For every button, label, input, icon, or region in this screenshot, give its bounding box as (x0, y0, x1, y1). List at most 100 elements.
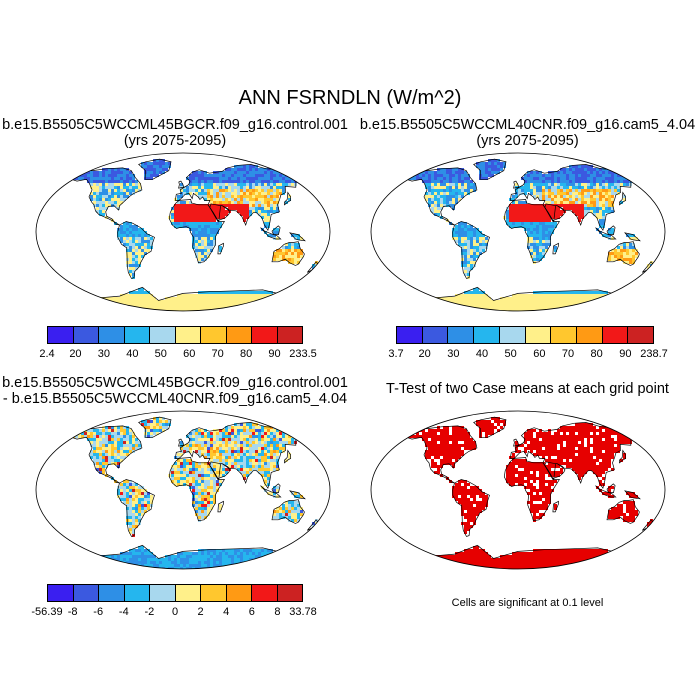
colorbar-label: -56.39 (31, 606, 63, 618)
colorbar-label: 3.7 (388, 348, 404, 360)
map-panel2 (370, 152, 666, 312)
coastline-australia (606, 499, 640, 524)
coastline-japan (619, 191, 627, 206)
colorbar-swatch (226, 585, 252, 601)
colorbar-swatch (99, 585, 125, 601)
colorbar-label: 40 (475, 348, 489, 360)
colorbar-swatch (277, 585, 302, 601)
colorbar-label: 70 (561, 348, 575, 360)
coastline-australia (271, 499, 305, 524)
colorbar-label: 238.7 (640, 348, 668, 360)
coastline-japan (619, 449, 627, 464)
colorbar-label: 90 (268, 348, 281, 360)
colorbar-label: 80 (239, 348, 253, 360)
colorbar-label: 50 (504, 348, 517, 360)
map-frame (370, 152, 666, 312)
coastline-uk (513, 180, 520, 189)
colorbar-swatch (150, 327, 176, 343)
coastline-newguinea (289, 490, 306, 500)
coastline-indonesia (595, 227, 617, 240)
coastline-newguinea (624, 490, 641, 500)
colorbar-swatch (551, 327, 577, 343)
colorbar-label: 2.4 (39, 348, 55, 360)
coastline-indonesia (595, 485, 617, 498)
coastline-japan (284, 191, 292, 206)
colorbar-swatch (48, 327, 74, 343)
colorbar-swatch (73, 585, 99, 601)
colorbar-label: 90 (619, 348, 632, 360)
colorbar-panel2 (396, 326, 654, 344)
colorbar-label: 6 (248, 606, 255, 618)
panel4-title: T-Test of two Case means at each grid po… (386, 381, 669, 397)
coastline-arabia (544, 461, 566, 480)
coastline-eurasia (509, 422, 640, 490)
colorbar-swatch (124, 327, 150, 343)
colorbar-label: 60 (183, 348, 196, 360)
coastline-uk (178, 438, 185, 447)
colorbar-swatch (576, 327, 603, 343)
colorbar-swatch (397, 327, 423, 343)
coastline-africa (503, 457, 561, 522)
panel3-title: b.e15.B5505C5WCCML45BGCR.f09_g16.control… (2, 375, 348, 391)
colorbar-swatch (150, 585, 176, 601)
coastline-madagascar (217, 242, 224, 255)
colorbar-label: 4 (223, 606, 230, 618)
colorbar-label: 50 (154, 348, 167, 360)
colorbar-swatch (252, 327, 278, 343)
coastline-madagascar (217, 500, 224, 513)
coastline-japan (284, 449, 292, 464)
colorbar-label: 0 (171, 606, 179, 618)
colorbar-swatch (252, 585, 278, 601)
coastline-borneo (606, 483, 616, 493)
coastline-uk (178, 180, 185, 189)
panel1-subtitle: (yrs 2075-2095) (123, 133, 227, 149)
panel2-title: b.e15.B5505C5WCCML40CNR.f09_g16.cam5_4.0… (359, 117, 696, 133)
colorbar-panel3 (47, 584, 303, 602)
colorbar-swatch (277, 327, 302, 343)
colorbar-swatch (226, 327, 252, 343)
map-panel1 (35, 152, 331, 312)
map-frame (370, 410, 666, 570)
coastline-borneo (606, 225, 616, 235)
land-field (66, 417, 318, 569)
coastline-greenland (138, 416, 172, 438)
colorbar-label: -2 (144, 606, 155, 618)
colorbar-swatch (474, 327, 500, 343)
coastline-namerica (70, 425, 143, 484)
colorbar-label: 70 (211, 348, 224, 360)
coastline-africa (168, 199, 226, 264)
coastline-samerica (117, 221, 155, 279)
colorbar-swatch (201, 585, 227, 601)
map-panel4-ttest (370, 410, 666, 570)
colorbar-panel1 (47, 326, 303, 344)
colorbar-label: 20 (418, 348, 431, 360)
map-panel3-difference (35, 410, 331, 570)
colorbar-swatch (124, 585, 150, 601)
land-field (66, 159, 318, 311)
coastline-borneo (271, 225, 281, 235)
coastline-newguinea (624, 232, 641, 242)
colorbar-swatch (48, 585, 74, 601)
colorbar-label: 80 (590, 348, 603, 360)
coastline-eurasia (174, 422, 305, 490)
colorbar-label: 30 (447, 348, 460, 360)
colorbar-label: 20 (69, 348, 82, 360)
coastline-africa (168, 457, 226, 522)
coastline-samerica (452, 479, 490, 537)
coastline-arabia (209, 461, 231, 480)
colorbar-label: -8 (67, 606, 78, 618)
coastline-arabia (544, 203, 566, 222)
panel3-subtitle: - b.e15.B5505C5WCCML40CNR.f09_g16.cam5_4… (2, 391, 348, 407)
panel2-subtitle: (yrs 2075-2095) (476, 133, 579, 149)
map-frame (35, 410, 331, 570)
colorbar-swatch (201, 327, 227, 343)
coastline-namerica (405, 167, 478, 226)
coastline-samerica (117, 479, 155, 537)
colorbar-swatch (422, 327, 449, 343)
land-field (401, 159, 653, 311)
colorbar-swatch (175, 327, 201, 343)
panel4-note: Cells are significant at 0.1 level (451, 597, 604, 609)
coastline-samerica (452, 221, 490, 279)
colorbar-swatch (73, 327, 99, 343)
coastline-greenland (473, 416, 507, 438)
